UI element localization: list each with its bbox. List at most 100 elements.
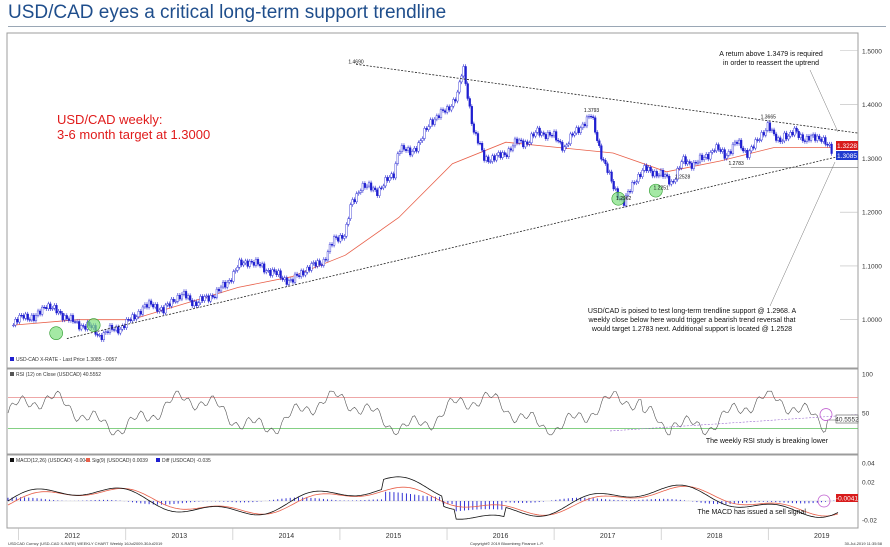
candle-body bbox=[47, 303, 50, 310]
candle-body bbox=[807, 135, 811, 141]
candle-body bbox=[289, 279, 293, 281]
candle-body bbox=[733, 141, 737, 145]
candle-body bbox=[145, 304, 149, 308]
candle-body bbox=[513, 138, 517, 147]
candle-body bbox=[18, 314, 21, 323]
candle-body bbox=[766, 122, 769, 131]
candle-body bbox=[544, 134, 547, 139]
macd-last-tag bbox=[836, 494, 858, 502]
candle-body bbox=[96, 334, 99, 336]
page-title: USD/CAD eyes a critical long-term suppor… bbox=[8, 2, 447, 23]
candle-body bbox=[308, 266, 311, 271]
candle-body bbox=[575, 127, 578, 134]
candle-body bbox=[777, 137, 780, 141]
candle-body bbox=[154, 304, 157, 308]
candle-body bbox=[314, 262, 317, 267]
macd-highlight-circle bbox=[817, 494, 831, 508]
candle-body bbox=[345, 224, 348, 237]
candle-body bbox=[199, 296, 202, 304]
candle-body bbox=[454, 99, 457, 102]
candle-body bbox=[754, 139, 757, 149]
candle-body bbox=[446, 106, 449, 113]
candle-body bbox=[112, 329, 116, 331]
candle-body bbox=[156, 304, 159, 312]
candle-body bbox=[30, 314, 33, 321]
candle-body bbox=[180, 294, 184, 300]
candle-body bbox=[649, 167, 652, 172]
bottom-note-line1: USD/CAD is poised to test long-term tren… bbox=[588, 308, 797, 315]
y-tick-label-1: 1.4000 bbox=[862, 102, 882, 109]
footer-left: USDCAD Curncy (USD-CAD X-RATE) WEEKLY CH… bbox=[8, 541, 109, 546]
candle-body bbox=[324, 259, 327, 261]
candle-body bbox=[639, 174, 642, 177]
candle-body bbox=[631, 182, 634, 192]
price-label-5: 1.2528 bbox=[675, 175, 691, 181]
x-tick-label-1: 2013 bbox=[172, 533, 188, 540]
candle-body bbox=[248, 260, 251, 267]
candle-body bbox=[302, 270, 305, 276]
candle-body bbox=[293, 273, 297, 283]
candle-body bbox=[318, 260, 321, 265]
candle-body bbox=[69, 315, 73, 321]
candle-body bbox=[166, 303, 169, 306]
candle-body bbox=[221, 281, 225, 288]
candle-body bbox=[337, 237, 340, 242]
candle-body bbox=[117, 326, 120, 334]
candle-body bbox=[228, 280, 231, 283]
candle-body bbox=[51, 308, 54, 310]
candle-body bbox=[707, 154, 710, 160]
candle-body bbox=[511, 145, 515, 151]
candle-body bbox=[546, 132, 549, 139]
candle-body bbox=[43, 306, 46, 309]
top-right-note-line2: in order to reassert the uptrend bbox=[723, 60, 819, 67]
candle-body bbox=[458, 81, 461, 93]
candle-body bbox=[38, 310, 42, 315]
candle-body bbox=[820, 138, 823, 142]
candle-body bbox=[779, 137, 782, 143]
candle-body bbox=[450, 106, 453, 111]
highlight-circle-3 bbox=[649, 183, 663, 198]
candle-body bbox=[197, 302, 200, 306]
candle-body bbox=[250, 260, 253, 263]
candle-body bbox=[283, 277, 286, 280]
candle-body bbox=[330, 244, 334, 246]
price-label-3: 1.2962 bbox=[616, 196, 632, 202]
candle-body bbox=[774, 133, 778, 141]
candle-body bbox=[703, 157, 706, 160]
candle-body bbox=[717, 144, 720, 150]
candle-body bbox=[53, 305, 56, 309]
candle-body bbox=[80, 325, 83, 330]
candle-body bbox=[604, 160, 607, 164]
candle-body bbox=[750, 146, 753, 152]
candle-body bbox=[540, 132, 543, 136]
candle-body bbox=[75, 321, 79, 323]
candle-body bbox=[34, 315, 38, 321]
candle-body bbox=[28, 319, 31, 321]
candle-body bbox=[20, 314, 23, 317]
last-price-red-label: 1.3228 bbox=[837, 143, 857, 150]
candle-body bbox=[57, 310, 60, 314]
candle-body bbox=[149, 300, 153, 305]
candle-body bbox=[495, 155, 498, 161]
candle-body bbox=[581, 123, 584, 129]
macd-legend-macd: MACD(12,26) (USDCAD) -0.0041 bbox=[16, 458, 91, 464]
candle-body bbox=[522, 140, 525, 148]
candle-body bbox=[830, 143, 833, 154]
candle-body bbox=[119, 329, 122, 334]
candle-body bbox=[791, 132, 794, 136]
candle-body bbox=[499, 152, 502, 158]
candle-body bbox=[768, 122, 772, 131]
candle-body bbox=[287, 280, 290, 285]
candle-body bbox=[298, 275, 301, 277]
candle-body bbox=[700, 154, 704, 160]
candle-body bbox=[723, 149, 726, 159]
moving-average-line bbox=[13, 141, 833, 326]
y-tick-label-2: 1.3000 bbox=[862, 156, 882, 163]
candle-body bbox=[729, 151, 732, 154]
candle-body bbox=[320, 264, 323, 266]
candle-body bbox=[67, 318, 70, 321]
candle-body bbox=[372, 187, 375, 191]
candle-body bbox=[641, 170, 644, 177]
candle-body bbox=[384, 177, 387, 187]
candle-body bbox=[361, 183, 364, 191]
